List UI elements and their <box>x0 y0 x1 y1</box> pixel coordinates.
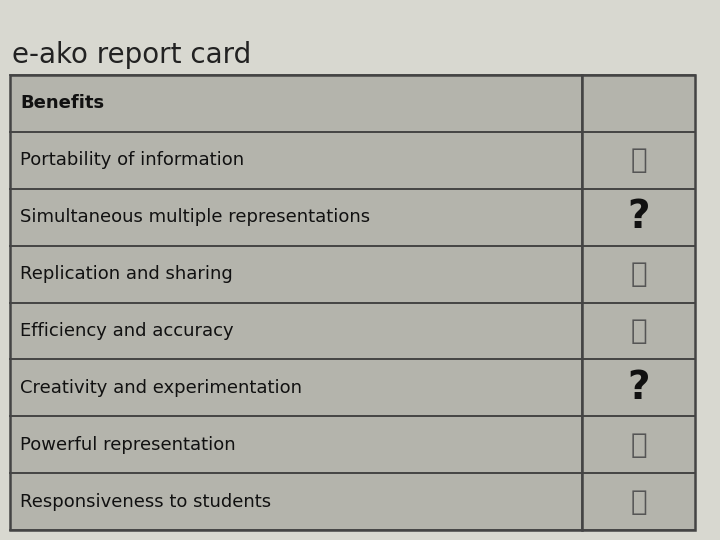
Text: Efficiency and accuracy: Efficiency and accuracy <box>20 322 233 340</box>
Bar <box>582 189 695 246</box>
Text: 👍: 👍 <box>630 488 647 516</box>
Text: e-ako report card: e-ako report card <box>12 41 251 69</box>
Text: Replication and sharing: Replication and sharing <box>20 265 233 283</box>
Text: Powerful representation: Powerful representation <box>20 436 235 454</box>
Text: 👍: 👍 <box>630 431 647 458</box>
Bar <box>10 75 582 132</box>
Bar <box>10 473 582 530</box>
Text: 👍: 👍 <box>630 260 647 288</box>
Text: 👍: 👍 <box>630 317 647 345</box>
Bar <box>10 189 582 246</box>
Bar <box>582 75 695 132</box>
Text: Creativity and experimentation: Creativity and experimentation <box>20 379 302 397</box>
Text: ?: ? <box>627 369 649 407</box>
Bar <box>10 360 582 416</box>
Text: 👍: 👍 <box>630 146 647 174</box>
Text: ?: ? <box>627 198 649 236</box>
Bar <box>10 75 695 530</box>
Bar <box>582 473 695 530</box>
Text: Responsiveness to students: Responsiveness to students <box>20 492 271 510</box>
Bar <box>582 246 695 302</box>
Bar <box>582 360 695 416</box>
Text: Portability of information: Portability of information <box>20 151 244 170</box>
Bar <box>10 302 582 360</box>
Bar <box>582 416 695 473</box>
Bar <box>582 132 695 189</box>
Text: Benefits: Benefits <box>20 94 104 112</box>
Bar <box>582 302 695 360</box>
Bar <box>10 416 582 473</box>
Bar <box>10 246 582 302</box>
Text: Simultaneous multiple representations: Simultaneous multiple representations <box>20 208 370 226</box>
Bar <box>10 132 582 189</box>
